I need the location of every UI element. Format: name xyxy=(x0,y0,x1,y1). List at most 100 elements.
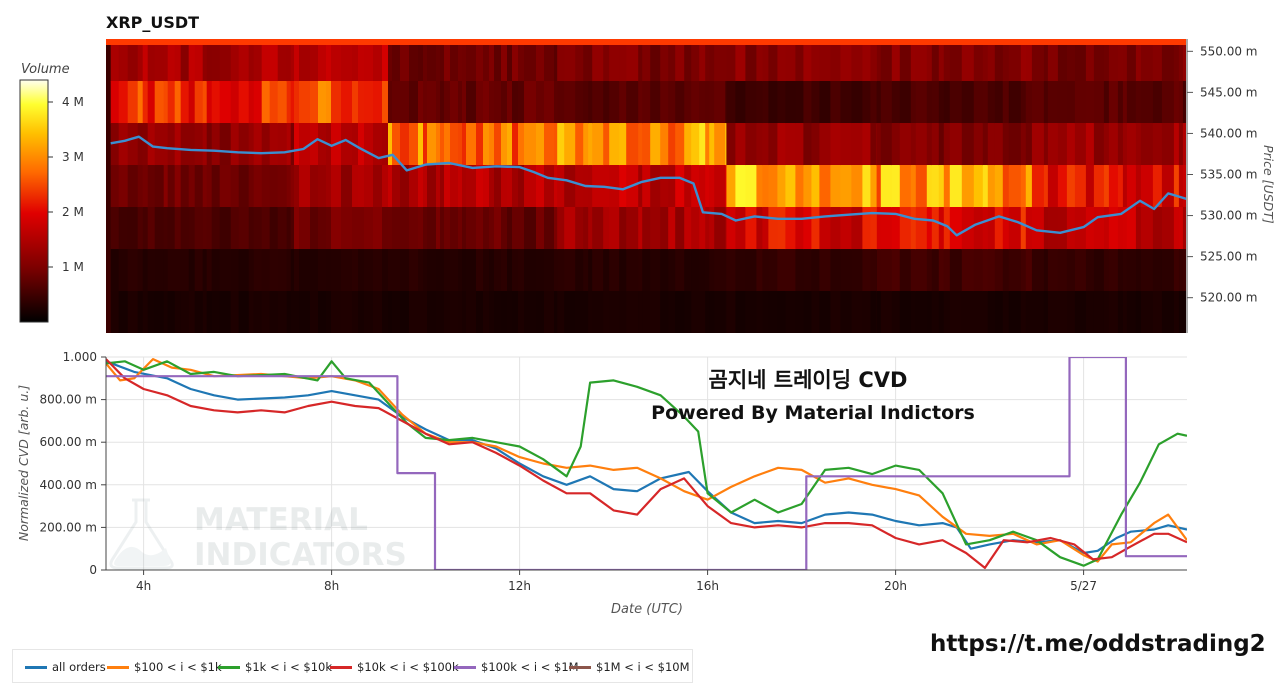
heatmap-cell xyxy=(1031,39,1045,82)
heatmap-cell xyxy=(1173,249,1180,292)
heatmap-cell xyxy=(211,81,221,124)
heatmap-cell xyxy=(230,123,240,166)
heatmap-cell xyxy=(668,291,676,333)
heatmap-cell xyxy=(174,81,182,124)
heatmap-cell xyxy=(803,123,812,166)
heatmap-cell xyxy=(277,81,288,124)
heatmap-cell xyxy=(507,249,513,292)
heatmap-cell xyxy=(507,291,513,333)
heatmap-cell xyxy=(650,291,661,333)
heatmap-cell xyxy=(248,291,255,333)
cvd-y-tick-label: 0 xyxy=(89,563,97,577)
heatmap-cell xyxy=(668,207,676,250)
heatmap-cell xyxy=(830,39,841,82)
heatmap-cell xyxy=(462,291,467,333)
legend-item-100-1k[interactable]: $100 < i < $1k xyxy=(107,660,222,674)
heatmap-cell xyxy=(638,39,643,82)
legend-item-1k-10k[interactable]: $1k < i < $10k xyxy=(218,660,332,674)
heatmap-cell xyxy=(127,291,139,333)
heatmap-cell xyxy=(310,81,319,124)
heatmap-cell xyxy=(440,81,445,124)
heatmap-cell xyxy=(638,249,643,292)
heatmap-cell xyxy=(938,291,945,333)
heatmap-cell xyxy=(1122,81,1128,124)
heatmap-cell xyxy=(1182,123,1186,166)
heatmap-cell xyxy=(364,39,374,82)
heatmap-cell xyxy=(238,291,250,333)
heatmap-cell xyxy=(880,249,893,292)
colorbar-ticks: 4 M 3 M 2 M 1 M xyxy=(48,95,84,274)
heatmap-cell xyxy=(494,165,502,208)
heatmap-cell xyxy=(557,39,565,82)
heatmap-cell xyxy=(194,249,204,292)
telegram-link[interactable]: https://t.me/oddstrading2 xyxy=(930,631,1266,657)
heatmap-cell xyxy=(768,81,778,124)
heatmap-cell xyxy=(501,81,508,124)
heatmap-cell xyxy=(436,249,441,292)
heatmap-cell xyxy=(202,123,208,166)
heatmap-cell xyxy=(310,165,319,208)
heatmap-cell xyxy=(427,165,437,208)
heatmap-cell xyxy=(973,249,984,292)
heatmap-cell xyxy=(248,249,255,292)
heatmap-cell xyxy=(1108,39,1119,82)
heatmap-cell xyxy=(382,207,389,250)
heatmap-cell xyxy=(489,165,495,208)
heatmap-cell xyxy=(938,123,945,166)
legend-item-all-orders[interactable]: all orders xyxy=(25,660,106,674)
heatmap-cell xyxy=(943,39,951,82)
heatmap-cell xyxy=(418,249,424,292)
heatmap-cell xyxy=(450,291,459,333)
heatmap-cell xyxy=(987,249,996,292)
heatmap-cell xyxy=(1161,165,1175,208)
heatmap-cell xyxy=(899,207,912,250)
price-line-layer xyxy=(110,135,1186,237)
heatmap-cell xyxy=(299,291,311,333)
heatmap-cell xyxy=(1182,291,1186,333)
heatmap-cell xyxy=(494,249,502,292)
legend-item-100k-1m[interactable]: $100k < i < $1M xyxy=(454,660,579,674)
heatmap-cell xyxy=(444,123,451,166)
heatmap-cell xyxy=(269,165,279,208)
heatmap-cell xyxy=(714,81,726,124)
watermark-line-1: MATERIAL xyxy=(194,502,368,538)
heatmap-cell xyxy=(483,81,490,124)
heatmap-cell xyxy=(352,39,359,82)
heatmap-cell xyxy=(142,39,149,82)
heatmap-cell xyxy=(277,165,288,208)
legend-item-1m-10m[interactable]: $1M < i < $10M xyxy=(569,660,690,674)
heatmap-cell xyxy=(277,291,288,333)
heatmap-cell xyxy=(756,123,763,166)
heatmap-cell xyxy=(194,291,204,333)
legend-item-10k-100k[interactable]: $10k < i < $100k xyxy=(330,660,459,674)
heatmap-cell xyxy=(961,123,975,166)
heatmap-cell xyxy=(564,207,576,250)
heatmap-cell xyxy=(626,291,639,333)
heatmap-cell xyxy=(358,249,365,292)
cvd-x-tick-label: 8h xyxy=(324,579,339,593)
heatmap-cell xyxy=(127,165,139,208)
heatmap-cell xyxy=(310,249,319,292)
heatmap-cell xyxy=(518,123,525,166)
heatmap-cell xyxy=(1031,291,1045,333)
heatmap-cell xyxy=(358,207,365,250)
heatmap-cell xyxy=(1085,81,1095,124)
heatmap-cell xyxy=(167,39,176,82)
heatmap-cell xyxy=(174,207,182,250)
heatmap-cell xyxy=(400,81,410,124)
heatmap-cell xyxy=(458,39,463,82)
heatmap-cell xyxy=(603,39,610,82)
heatmap-cell xyxy=(261,39,271,82)
heatmap-cell xyxy=(592,291,604,333)
heatmap-cell xyxy=(725,123,727,166)
colorbar-tick-label: 1 M xyxy=(62,260,84,274)
heatmap-cell xyxy=(1020,123,1027,166)
heatmap-cell xyxy=(603,81,610,124)
heatmap-cell xyxy=(1066,123,1076,166)
heatmap-cell xyxy=(1161,207,1175,250)
heatmap-cell xyxy=(705,291,710,333)
heatmap-cell xyxy=(675,249,685,292)
cvd-series-line-3 xyxy=(106,358,1187,570)
heatmap-cell xyxy=(756,249,763,292)
heatmap-cell xyxy=(1020,39,1027,82)
